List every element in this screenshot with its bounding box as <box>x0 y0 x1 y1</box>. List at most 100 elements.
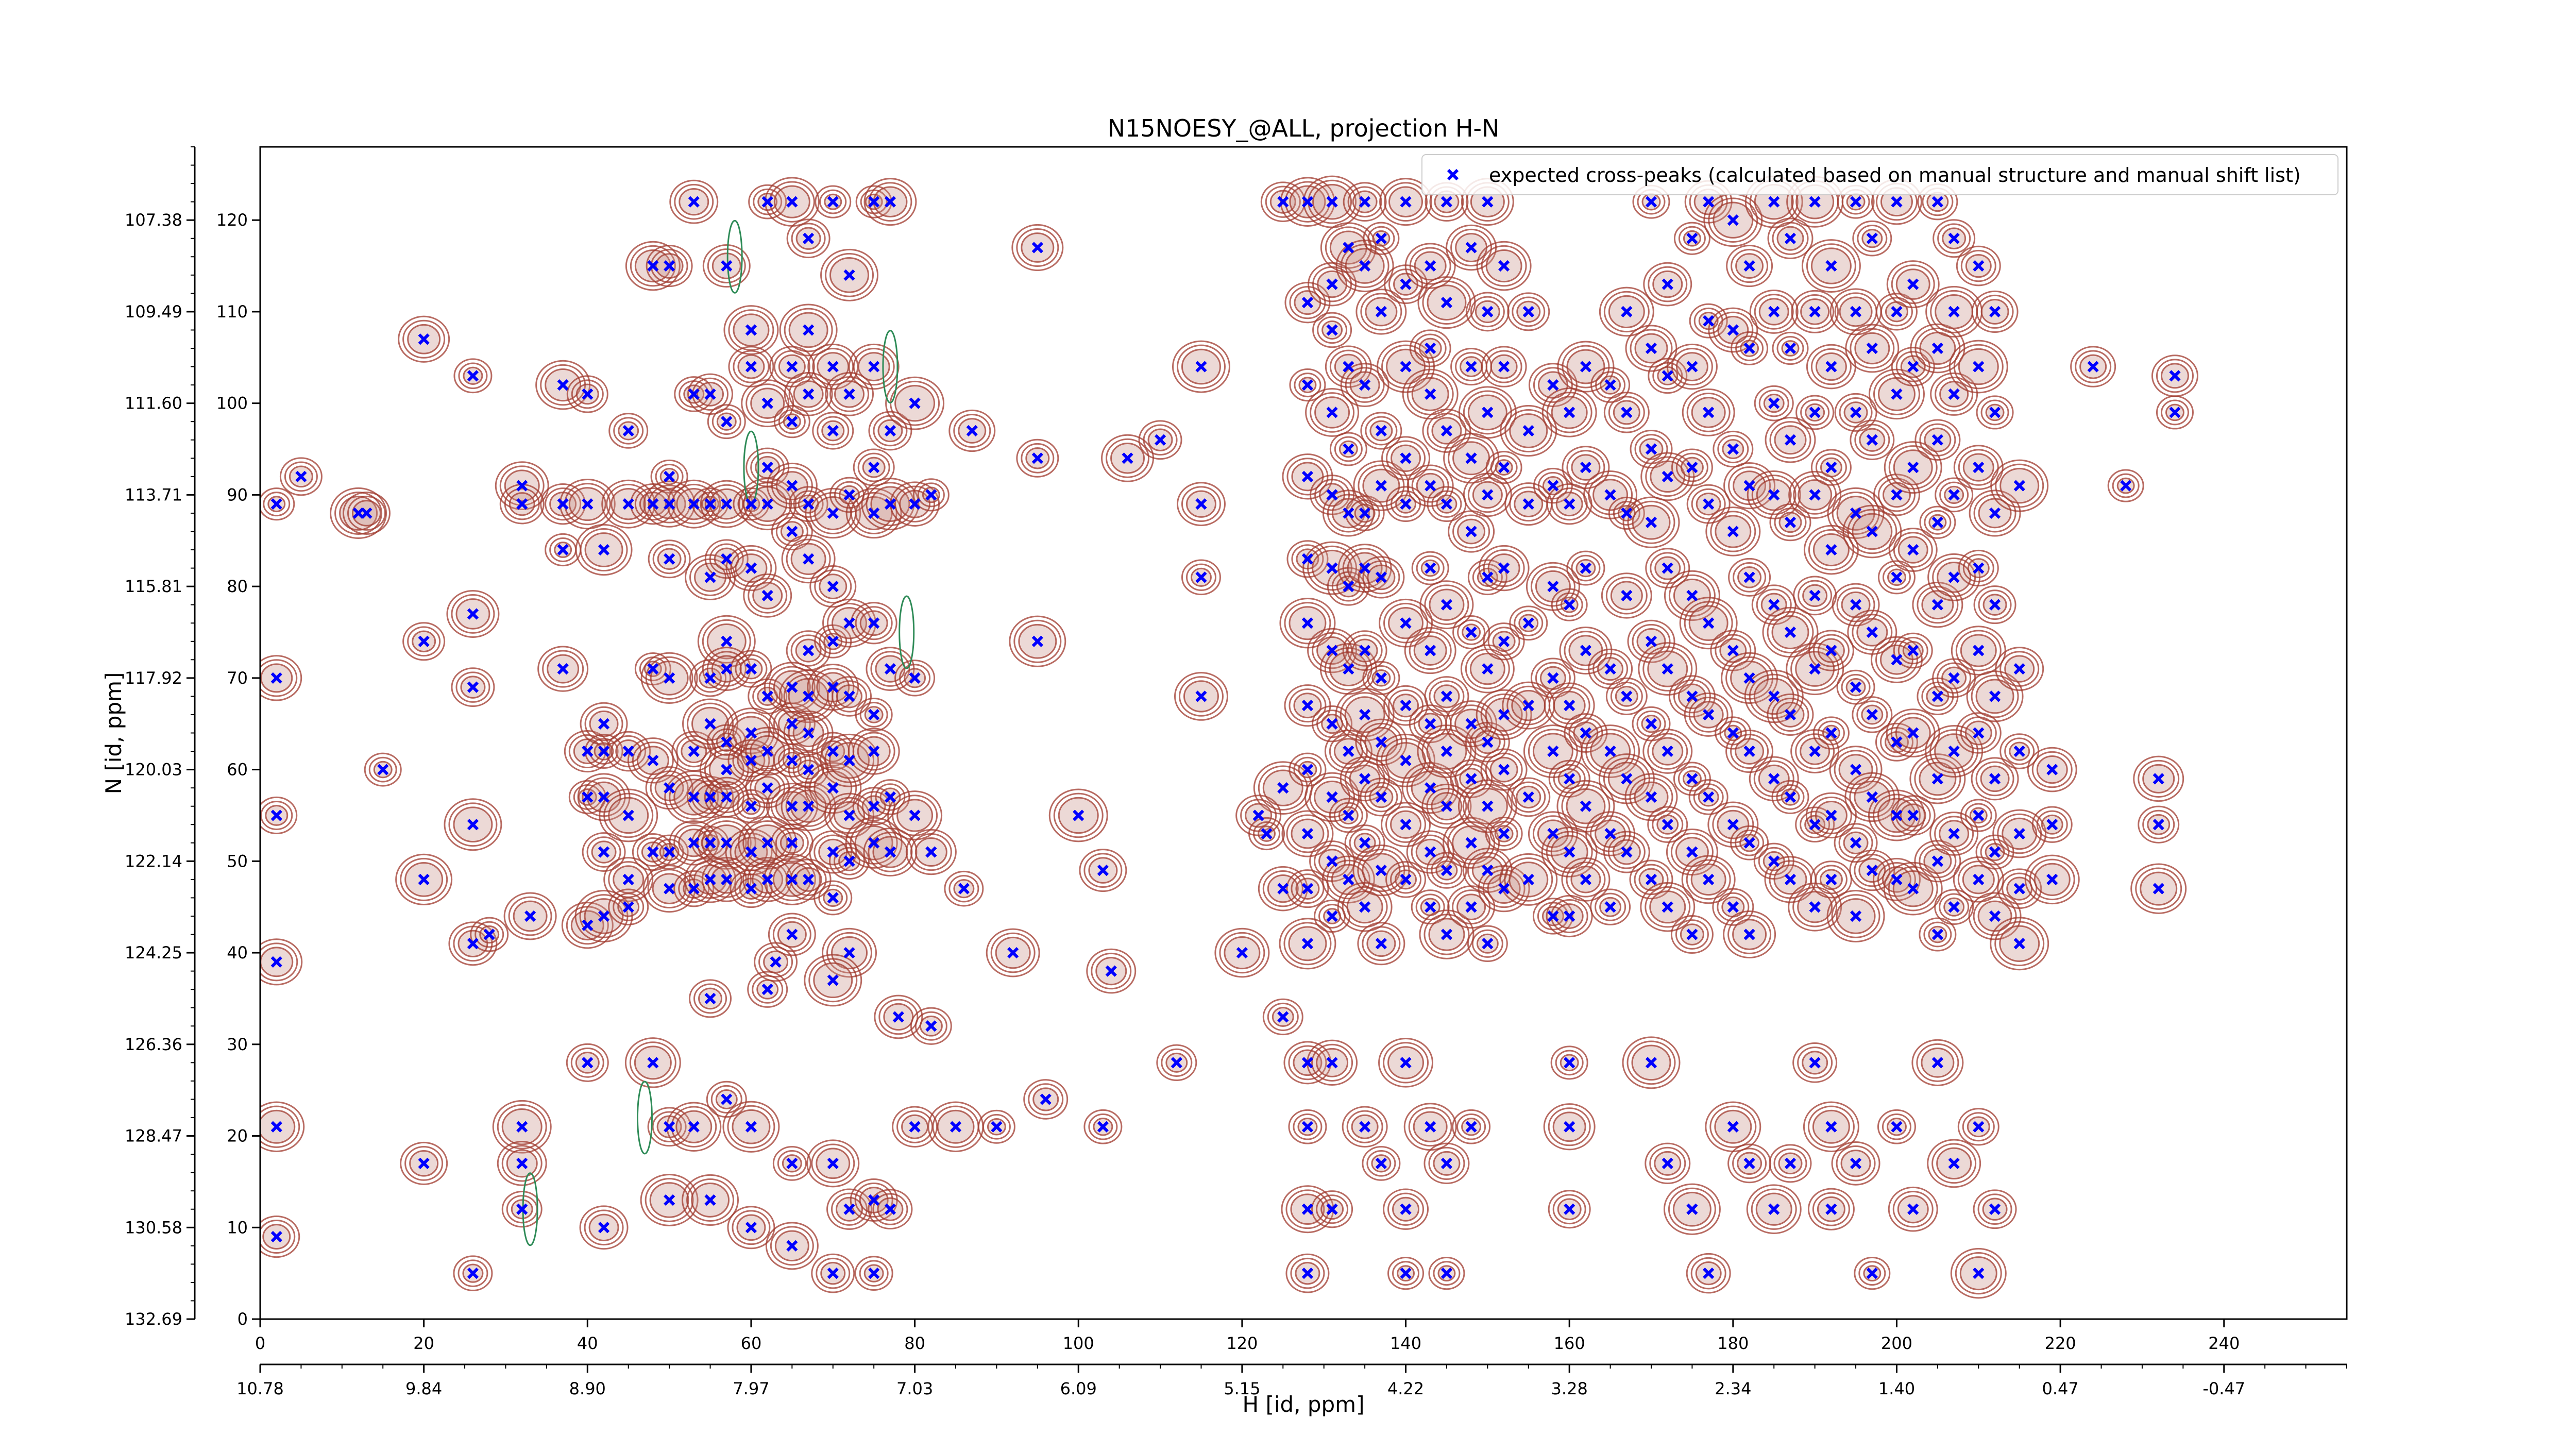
contour-ring <box>1544 682 1595 729</box>
contour-ring <box>733 350 770 383</box>
contour-ring <box>848 728 900 775</box>
contour-ring <box>850 492 897 535</box>
cross-peak-marker <box>786 837 798 849</box>
contour-ring <box>1670 915 1714 954</box>
cross-peak-marker <box>1007 947 1019 959</box>
contour-ring <box>1385 806 1427 843</box>
contour-ring <box>1174 672 1228 721</box>
contour-ring <box>1533 467 1573 504</box>
contour-ring <box>1976 395 2014 430</box>
contour-ring <box>1645 1142 1691 1185</box>
contour-ring <box>948 874 979 903</box>
contour-ring <box>1346 1110 1383 1143</box>
contour-ring <box>917 482 945 508</box>
cross-peak-marker <box>1375 306 1387 318</box>
contour-ring <box>260 800 293 830</box>
contour-ring <box>1360 293 1402 331</box>
contour-ring <box>1849 849 1895 891</box>
contour-ring <box>674 183 714 220</box>
cross-peak-marker <box>647 846 659 858</box>
contour-ring <box>1732 1148 1767 1179</box>
contour-ring <box>1329 432 1367 466</box>
contour-ring <box>1693 783 1724 811</box>
cross-peak-marker <box>1784 342 1797 355</box>
cross-peak-marker <box>1662 562 1673 574</box>
cross-peak-marker <box>1343 507 1354 519</box>
contour-ring <box>1311 1190 1353 1228</box>
contour-ring <box>754 942 798 982</box>
cross-peak-marker <box>1931 929 1944 940</box>
cross-peak-marker <box>1171 1057 1182 1069</box>
contour-ring <box>1219 932 1265 974</box>
x-ppm-tick-label: 6.09 <box>1060 1379 1097 1398</box>
contour-ring <box>455 671 490 703</box>
contour-ring <box>1311 1043 1353 1082</box>
cross-peak-marker <box>1400 617 1412 629</box>
cross-peak-marker <box>1195 571 1207 583</box>
contour-ring <box>1378 1038 1434 1088</box>
cross-peak-marker <box>1645 718 1657 730</box>
cross-peak-marker <box>1784 232 1797 244</box>
contour-ring <box>1588 648 1633 689</box>
contour-ring <box>1083 1109 1123 1144</box>
contour-ring <box>1731 249 1769 283</box>
contour-ring <box>1456 1113 1486 1140</box>
cross-peak-marker <box>770 956 782 968</box>
cross-peak-marker <box>1989 690 2001 702</box>
contour-ring <box>1712 805 1754 843</box>
contour-ring <box>854 1256 893 1291</box>
cross-peak-marker <box>1727 324 1739 336</box>
contour-ring <box>1490 455 1518 480</box>
contour-ring <box>570 1047 604 1078</box>
cross-peak-marker <box>909 672 921 684</box>
cross-peak-marker <box>909 809 921 821</box>
cross-peak-marker <box>1359 562 1371 574</box>
cross-peak-marker <box>1604 663 1616 675</box>
cross-peak-marker <box>802 232 815 244</box>
cross-peak-marker <box>761 690 773 702</box>
cross-peak-marker <box>1850 837 1862 849</box>
contour-ring <box>1767 217 1814 259</box>
cross-peak-marker <box>1662 470 1673 482</box>
cross-peak-marker <box>1948 828 1960 840</box>
contour-ring <box>1931 1143 1977 1184</box>
cross-peak-marker <box>827 846 839 858</box>
cross-peak-marker <box>622 809 634 821</box>
contour-ring <box>859 1260 889 1287</box>
cross-peak-marker <box>1400 873 1412 885</box>
x-ppm-tick-label: 4.22 <box>1387 1379 1424 1398</box>
cross-peak-marker <box>1301 700 1314 712</box>
contour-ring <box>1013 619 1062 663</box>
contour-ring <box>1690 1257 1726 1290</box>
cross-peak-marker <box>1482 736 1494 748</box>
contour-ring <box>1625 325 1677 372</box>
contour-ring <box>1914 419 1961 461</box>
contour-ring <box>1411 834 1450 870</box>
contour-ring <box>1939 893 1970 921</box>
contour-ring <box>1834 823 1878 863</box>
contour-ring <box>1532 898 1573 935</box>
contour-ring <box>863 178 917 226</box>
cross-peak-marker <box>1662 819 1673 831</box>
cross-peak-marker <box>1564 498 1575 510</box>
cross-peak-marker <box>1662 370 1673 382</box>
cross-peak-marker <box>704 837 716 849</box>
cross-peak-marker <box>1343 745 1354 757</box>
cross-peak-marker <box>1564 1203 1575 1215</box>
cross-peak-marker <box>1301 196 1314 208</box>
cross-peak-marker <box>1907 278 1919 290</box>
contour-ring <box>1882 1113 1911 1140</box>
contour-ring <box>652 544 686 575</box>
contour-ring <box>1643 262 1692 307</box>
contour-ring <box>1671 347 1713 386</box>
cross-peak-marker <box>1989 507 2001 519</box>
contour-ring <box>1360 412 1402 450</box>
cross-peak-marker <box>688 498 700 510</box>
contour-ring <box>1795 806 1835 843</box>
cross-peak-marker <box>557 663 569 675</box>
cross-peak-marker <box>1989 846 2001 858</box>
contour-ring <box>1603 831 1650 873</box>
cross-peak-marker <box>1031 452 1043 464</box>
contour-ring <box>1919 844 1957 879</box>
cross-peak-marker <box>1784 708 1797 721</box>
